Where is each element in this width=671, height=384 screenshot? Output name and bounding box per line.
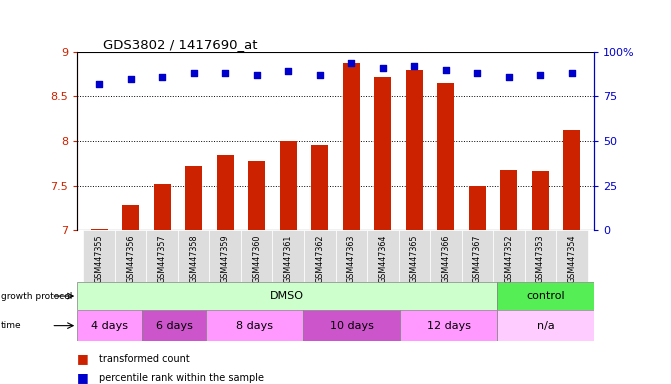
Point <box>220 70 231 76</box>
Text: GSM447354: GSM447354 <box>567 235 576 283</box>
Text: time: time <box>1 321 21 330</box>
Bar <box>497 282 594 310</box>
Text: DMSO: DMSO <box>270 291 304 301</box>
Text: GDS3802 / 1417690_at: GDS3802 / 1417690_at <box>103 38 258 51</box>
Bar <box>142 310 207 341</box>
Point <box>566 70 577 76</box>
Bar <box>77 310 142 341</box>
Bar <box>399 230 430 282</box>
Bar <box>303 310 400 341</box>
Bar <box>77 282 497 310</box>
Text: GSM447352: GSM447352 <box>505 235 513 283</box>
Text: control: control <box>526 291 565 301</box>
Point <box>315 72 325 78</box>
Point <box>503 74 514 80</box>
Bar <box>525 230 556 282</box>
Bar <box>280 141 297 230</box>
Bar <box>122 205 140 230</box>
Text: GSM447362: GSM447362 <box>315 235 324 283</box>
Text: growth protocol: growth protocol <box>1 291 72 301</box>
Bar <box>343 63 360 230</box>
Text: GSM447367: GSM447367 <box>473 235 482 283</box>
Bar <box>178 230 209 282</box>
Text: 12 days: 12 days <box>427 321 470 331</box>
Text: 4 days: 4 days <box>91 321 128 331</box>
Bar <box>430 230 462 282</box>
Point <box>157 74 168 80</box>
Bar <box>91 228 108 230</box>
Text: GSM447355: GSM447355 <box>95 235 104 283</box>
Bar <box>272 230 304 282</box>
Text: GSM447366: GSM447366 <box>442 235 450 283</box>
Bar <box>462 230 493 282</box>
Point <box>377 65 388 71</box>
Point <box>125 76 136 82</box>
Point <box>535 72 546 78</box>
Text: ■: ■ <box>77 352 89 365</box>
Bar <box>83 230 115 282</box>
Text: 8 days: 8 days <box>236 321 273 331</box>
Bar <box>367 230 399 282</box>
Bar <box>468 186 486 230</box>
Point <box>94 81 105 87</box>
Bar <box>311 145 328 230</box>
Text: GSM447357: GSM447357 <box>158 235 166 283</box>
Bar <box>154 184 171 230</box>
Text: percentile rank within the sample: percentile rank within the sample <box>99 373 264 383</box>
Text: GSM447363: GSM447363 <box>347 235 356 283</box>
Bar <box>497 310 594 341</box>
Bar <box>207 310 303 341</box>
Text: 6 days: 6 days <box>156 321 193 331</box>
Text: ■: ■ <box>77 371 89 384</box>
Text: GSM447360: GSM447360 <box>252 235 261 283</box>
Bar <box>209 230 241 282</box>
Bar <box>248 161 266 230</box>
Text: GSM447365: GSM447365 <box>410 235 419 283</box>
Text: GSM447356: GSM447356 <box>126 235 136 283</box>
Text: n/a: n/a <box>537 321 554 331</box>
Bar <box>531 170 549 230</box>
Text: transformed count: transformed count <box>99 354 189 364</box>
Text: 10 days: 10 days <box>329 321 374 331</box>
Point <box>472 70 482 76</box>
Bar <box>437 83 454 230</box>
Point <box>283 68 294 74</box>
Bar <box>185 166 203 230</box>
Bar <box>493 230 525 282</box>
Point <box>440 67 451 73</box>
Bar <box>146 230 178 282</box>
Text: GSM447359: GSM447359 <box>221 235 229 283</box>
Point <box>346 60 356 66</box>
Bar <box>304 230 336 282</box>
Bar <box>336 230 367 282</box>
Bar <box>556 230 588 282</box>
Text: GSM447361: GSM447361 <box>284 235 293 283</box>
Point <box>252 72 262 78</box>
Bar <box>500 170 517 230</box>
Point <box>409 63 419 69</box>
Bar <box>217 154 234 230</box>
Point <box>189 70 199 76</box>
Text: GSM447364: GSM447364 <box>378 235 387 283</box>
Bar <box>241 230 272 282</box>
Bar <box>400 310 497 341</box>
Bar <box>374 77 391 230</box>
Text: GSM447353: GSM447353 <box>535 235 545 283</box>
Bar <box>405 70 423 230</box>
Text: GSM447358: GSM447358 <box>189 235 198 283</box>
Bar <box>563 131 580 230</box>
Bar <box>115 230 146 282</box>
